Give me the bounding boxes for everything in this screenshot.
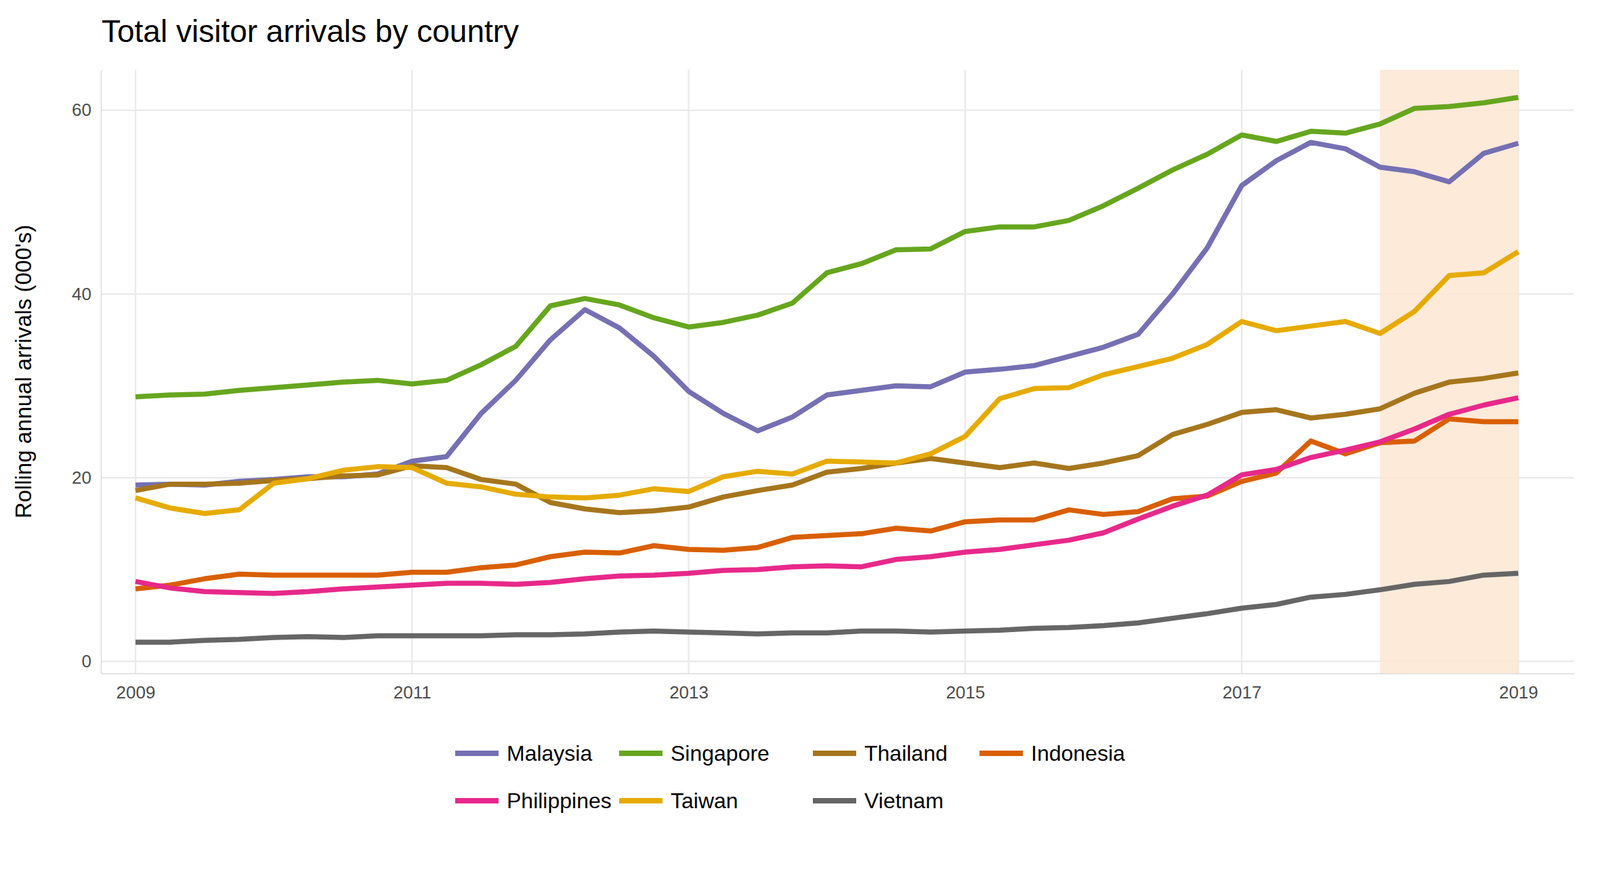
- y-axis-title: Rolling annual arrivals (000's): [10, 224, 36, 519]
- legend-label: Vietnam: [864, 788, 944, 813]
- tick: 2015: [945, 673, 985, 703]
- legend-key: [619, 797, 663, 804]
- grid-line: [100, 293, 1574, 296]
- data-area: [135, 69, 1519, 674]
- axis-line: [100, 70, 103, 675]
- tick: 2017: [1222, 673, 1262, 703]
- legend-label: Thailand: [864, 741, 948, 766]
- tick-label: 2009: [116, 682, 156, 703]
- y-axis: 0 20 40 60: [71, 70, 101, 675]
- legend-item: Vietnam: [812, 788, 944, 813]
- axis-line: [101, 673, 1575, 675]
- plot: 2009 2011 2013 2015 2017 2019 0 20 40 60: [71, 69, 1574, 703]
- series-line: [135, 251, 1519, 515]
- tick-label: 2011: [393, 682, 432, 703]
- legend-label: Indonesia: [1030, 741, 1126, 766]
- title: Total visitor arrivals by country: [101, 13, 519, 49]
- tick: 60: [71, 99, 101, 120]
- grid-line: [100, 660, 1574, 663]
- x-axis: 2009 2011 2013 2015 2017 2019: [101, 673, 1575, 703]
- tick-label: 20: [71, 467, 92, 488]
- grid-line: [100, 109, 1574, 112]
- legend-key: [979, 750, 1023, 756]
- grid-line: [687, 69, 690, 674]
- background: [0, 0, 1600, 880]
- grid: [100, 69, 1574, 674]
- tick-label: 2015: [945, 682, 985, 703]
- series-line: [135, 397, 1519, 594]
- tick-label: 2019: [1499, 682, 1539, 703]
- legend: Malaysia Singapore Thailand Indonesia Philip…: [455, 741, 1126, 813]
- legend-key: [455, 750, 499, 756]
- legend-item: Philippines: [455, 788, 612, 813]
- legend-key: [455, 797, 499, 804]
- series-line: [135, 573, 1519, 643]
- legend-label: Taiwan: [670, 788, 739, 813]
- legend-item: Taiwan: [619, 788, 739, 813]
- tick-label: 2017: [1222, 682, 1262, 703]
- tick: 20: [71, 467, 101, 488]
- grid-line: [1240, 69, 1244, 674]
- tick: 2009: [116, 673, 156, 703]
- legend-item: Indonesia: [979, 741, 1126, 766]
- tick: 2011: [393, 673, 432, 703]
- legend-item: Singapore: [619, 741, 770, 766]
- legend-item: Malaysia: [455, 741, 593, 766]
- tick: 2019: [1499, 673, 1539, 703]
- legend-item: Thailand: [812, 741, 948, 766]
- tick-label: 40: [71, 283, 92, 305]
- legend-key: [619, 750, 663, 756]
- tick-label: 60: [71, 99, 92, 120]
- series-line: [135, 142, 1519, 486]
- tick: 0: [81, 650, 101, 672]
- legend-key: [812, 750, 857, 756]
- legend-label: Philippines: [506, 788, 612, 813]
- tick-label: 2013: [669, 682, 709, 703]
- tick: 40: [71, 283, 101, 305]
- legend-label: Singapore: [670, 741, 770, 766]
- series-line: [135, 97, 1519, 397]
- tick-label: 0: [81, 650, 92, 672]
- legend-key: [812, 797, 857, 804]
- legend-label: Malaysia: [506, 741, 593, 766]
- tick: 2013: [669, 673, 709, 703]
